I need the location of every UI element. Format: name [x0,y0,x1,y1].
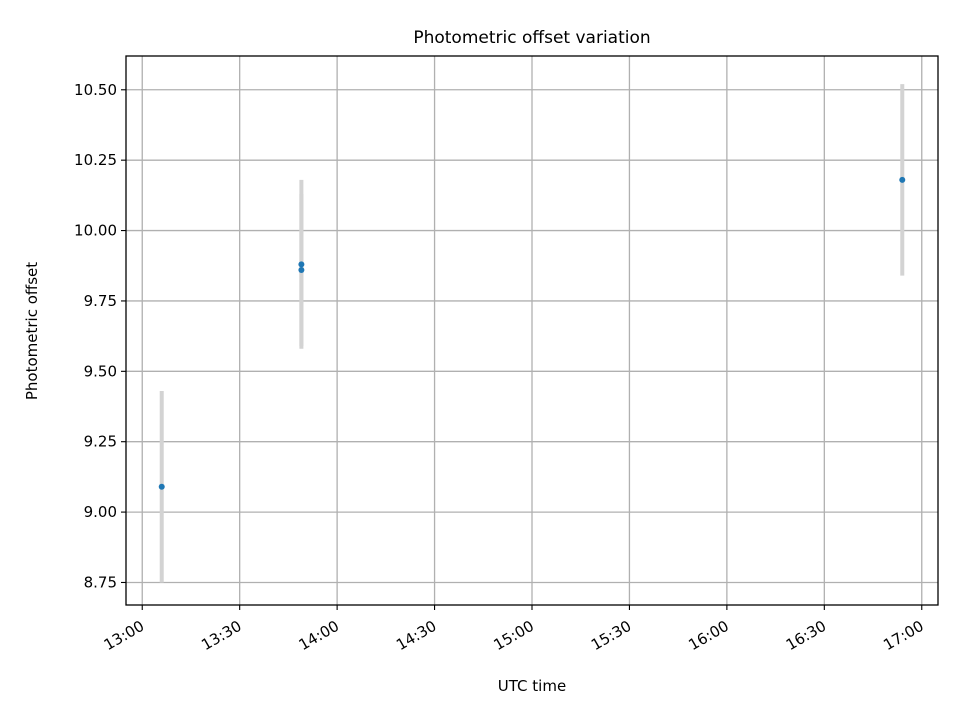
x-tick-label: 15:30 [588,617,634,654]
x-tick-label: 14:30 [393,617,439,654]
x-tick-label: 13:30 [198,617,244,654]
x-axis-ticks: 13:00 13:30 14:00 14:30 15:00 15:30 16:00 16:30… [101,605,927,654]
y-tick-label: 9.50 [84,362,117,380]
x-tick-label: 17:00 [880,617,926,654]
data-point [298,261,305,268]
y-tick-label: 10.00 [74,222,117,240]
x-tick-label: 16:00 [685,617,731,654]
y-tick-label: 8.75 [84,573,117,591]
y-tick-label: 9.25 [84,433,117,451]
y-tick-label: 10.25 [74,151,117,169]
y-tick-label: 9.00 [84,503,117,521]
chart-title: Photometric offset variation [413,28,650,48]
x-tick-label: 15:00 [491,617,537,654]
data-point [899,176,906,183]
data-point [298,266,305,273]
y-axis-ticks: 8.75 9.00 9.25 9.50 9.75 10.00 10.25 10.50 [74,81,126,591]
y-axis-label: Photometric offset [23,262,41,400]
x-tick-label: 16:30 [783,617,829,654]
x-axis-label: UTC time [498,677,566,695]
data-points [158,176,906,490]
x-tick-label: 13:00 [101,617,147,654]
data-point [158,483,165,490]
grid [126,56,938,605]
y-tick-label: 9.75 [84,292,117,310]
x-tick-label: 14:00 [296,617,342,654]
y-tick-label: 10.50 [74,81,117,99]
